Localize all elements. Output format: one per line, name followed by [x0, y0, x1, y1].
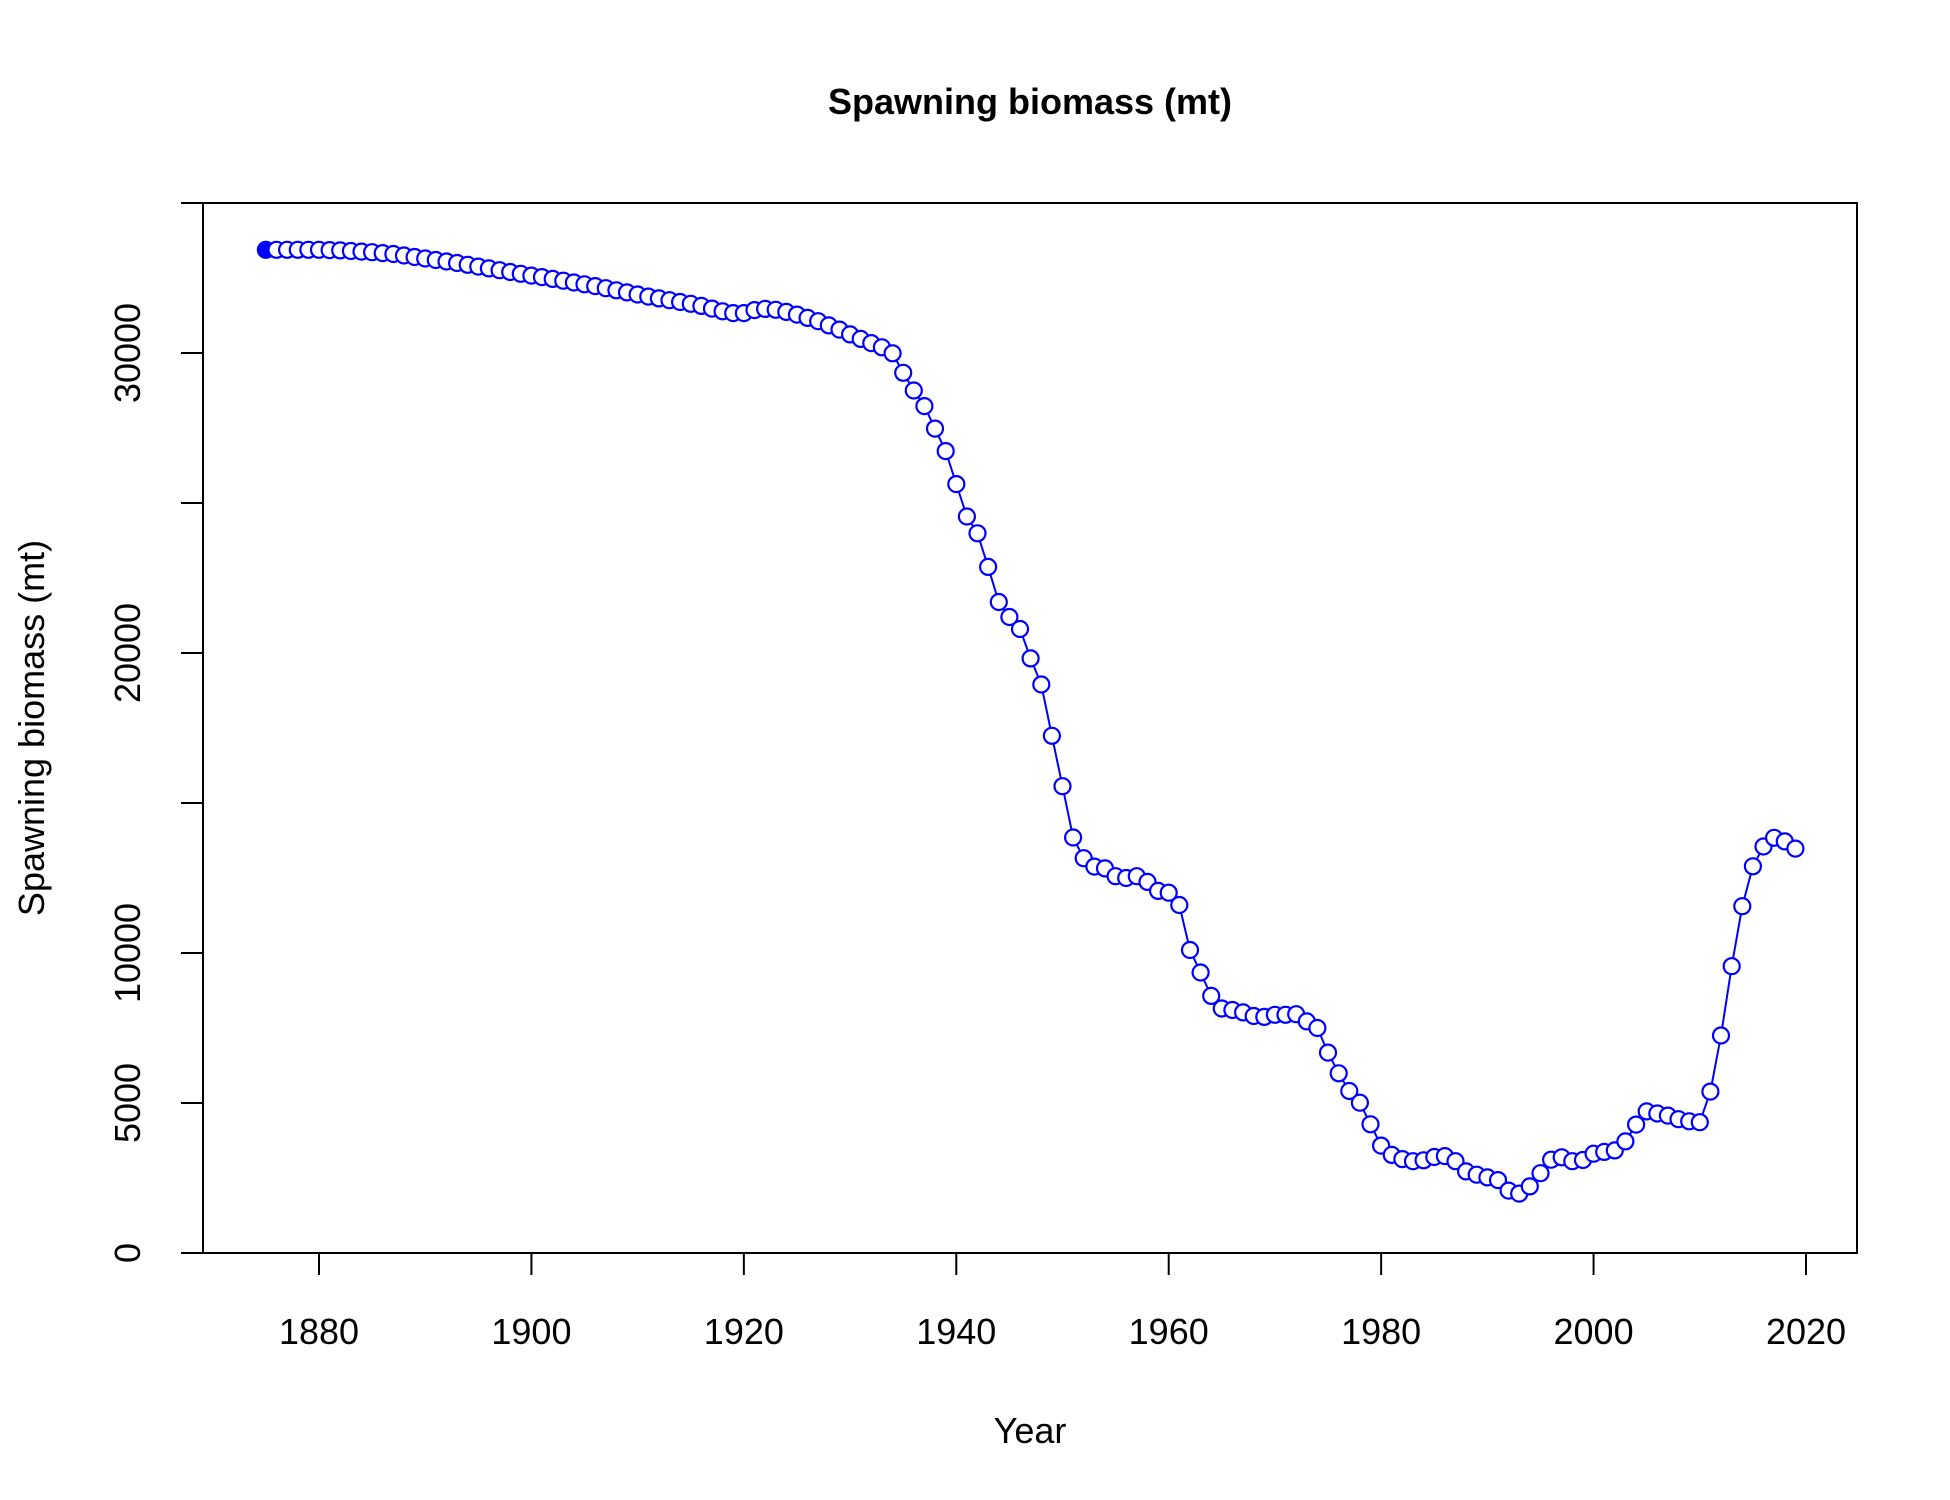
data-point — [947, 475, 966, 494]
data-point — [1063, 828, 1083, 847]
data-point — [936, 442, 955, 461]
data-point — [1021, 649, 1040, 668]
y-tick-label: 0 — [107, 1243, 148, 1263]
data-point — [1350, 1093, 1370, 1112]
data-point — [1701, 1082, 1720, 1101]
plot-frame — [202, 202, 1858, 1254]
x-axis: 1880 1900 1920 1940 1960 1980 2000 2020 — [279, 1252, 1846, 1352]
data-point — [925, 419, 945, 438]
data-point — [1626, 1115, 1646, 1134]
data-point — [1329, 1064, 1348, 1083]
x-axis-label: Year — [994, 1410, 1067, 1451]
data-point — [894, 363, 913, 382]
data-point — [1170, 895, 1189, 915]
data-point — [1531, 1164, 1550, 1183]
series-spawning-biomass — [256, 240, 1805, 1203]
data-point — [1032, 675, 1051, 694]
data-point — [883, 344, 902, 363]
data-point — [1308, 1018, 1327, 1038]
x-tick-label: 1980 — [1341, 1311, 1421, 1352]
data-point — [1711, 1026, 1731, 1045]
data-point — [1488, 1170, 1508, 1190]
data-point — [1042, 726, 1062, 745]
x-tick-label: 1960 — [1129, 1311, 1209, 1352]
data-point — [1053, 777, 1072, 796]
data-point — [1202, 986, 1221, 1006]
data-point — [968, 524, 987, 543]
data-point — [989, 592, 1008, 612]
data-point — [1000, 607, 1019, 627]
data-point — [915, 397, 934, 416]
data-point — [1318, 1043, 1338, 1062]
y-tick-label: 10000 — [107, 903, 148, 1003]
x-tick-label: 2020 — [1766, 1311, 1846, 1352]
data-point — [978, 557, 998, 577]
data-point — [1616, 1132, 1635, 1151]
x-tick-label: 1940 — [916, 1311, 996, 1352]
data-point — [1786, 839, 1805, 858]
data-point — [1690, 1113, 1709, 1132]
x-tick-label: 1880 — [279, 1311, 359, 1352]
y-tick-label: 5000 — [107, 1063, 148, 1143]
data-point — [1733, 897, 1752, 916]
x-tick-label: 1920 — [704, 1311, 784, 1352]
y-axis-label: Spawning biomass (mt) — [11, 540, 52, 916]
data-point — [1010, 619, 1030, 639]
data-point — [1361, 1115, 1380, 1134]
x-tick-label: 2000 — [1554, 1311, 1634, 1352]
data-point — [1180, 940, 1200, 960]
y-tick-label: 30000 — [107, 303, 148, 403]
data-point — [1340, 1081, 1359, 1101]
data-point — [1159, 883, 1178, 902]
data-point — [1520, 1177, 1539, 1196]
data-point — [1191, 963, 1210, 982]
data-point — [904, 381, 923, 400]
data-point — [1722, 957, 1741, 976]
series-line — [265, 248, 1796, 1195]
y-tick-label: 20000 — [107, 603, 148, 703]
data-point — [1743, 857, 1763, 876]
chart-title: Spawning biomass (mt) — [828, 81, 1232, 122]
data-point — [957, 507, 977, 526]
y-axis: 0 5000 10000 20000 30000 — [107, 202, 204, 1263]
x-tick-label: 1900 — [491, 1311, 571, 1352]
